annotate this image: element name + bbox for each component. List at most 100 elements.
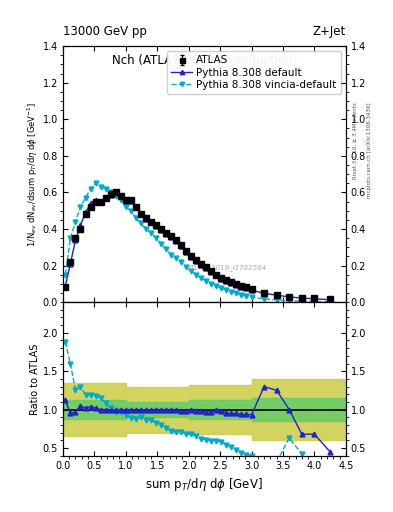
Pythia 8.308 vincia-default [63,271,68,278]
Text: ATLAS_2019_I1762584: ATLAS_2019_I1762584 [187,265,267,271]
Pythia 8.308 vincia-default [159,241,163,247]
X-axis label: sum p$_T$/d$\eta$ d$\phi$ [GeV]: sum p$_T$/d$\eta$ d$\phi$ [GeV] [145,476,263,493]
Pythia 8.308 vincia-default [287,297,292,304]
Text: 13000 GeV pp: 13000 GeV pp [63,26,147,38]
Pythia 8.308 default [224,278,229,284]
Pythia 8.308 vincia-default [169,251,173,258]
Pythia 8.308 default [312,296,317,302]
Text: mcplots.cern.ch [arXiv:1306.3436]: mcplots.cern.ch [arXiv:1306.3436] [367,102,372,198]
Pythia 8.308 default [239,284,244,290]
Pythia 8.308 default [174,238,178,244]
Pythia 8.308 vincia-default [214,283,219,289]
Pythia 8.308 vincia-default [88,186,93,192]
Pythia 8.308 default [214,272,219,278]
Pythia 8.308 vincia-default [129,207,133,214]
Pythia 8.308 vincia-default [199,275,204,282]
Pythia 8.308 default [204,265,209,271]
Text: Z+Jet: Z+Jet [312,26,346,38]
Pythia 8.308 vincia-default [108,189,113,196]
Pythia 8.308 default [299,295,304,301]
Legend: ATLAS, Pythia 8.308 default, Pythia 8.308 vincia-default: ATLAS, Pythia 8.308 default, Pythia 8.30… [167,51,341,94]
Pythia 8.308 default [98,199,103,205]
Pythia 8.308 vincia-default [189,268,193,274]
Pythia 8.308 default [108,192,113,198]
Pythia 8.308 default [219,275,224,282]
Pythia 8.308 vincia-default [328,298,332,305]
Text: Nch (ATLAS UE in Z production): Nch (ATLAS UE in Z production) [112,54,297,67]
Pythia 8.308 default [113,189,118,196]
Pythia 8.308 default [129,198,133,204]
Pythia 8.308 default [68,261,73,267]
Pythia 8.308 vincia-default [163,246,168,252]
Pythia 8.308 default [209,269,214,275]
Pythia 8.308 vincia-default [138,220,143,226]
Pythia 8.308 default [123,198,128,204]
Pythia 8.308 default [88,200,93,206]
Pythia 8.308 default [78,222,83,228]
Pythia 8.308 vincia-default [78,204,83,210]
Pythia 8.308 default [83,209,88,216]
Pythia 8.308 vincia-default [134,215,138,221]
Pythia 8.308 default [244,285,249,291]
Pythia 8.308 vincia-default [239,292,244,298]
Pythia 8.308 vincia-default [219,285,224,291]
Pythia 8.308 vincia-default [154,235,158,241]
Pythia 8.308 default [138,211,143,218]
Pythia 8.308 default [118,193,123,199]
Pythia 8.308 default [73,237,78,243]
Pythia 8.308 default [262,290,266,296]
Pythia 8.308 vincia-default [234,290,239,296]
Pythia 8.308 default [328,296,332,303]
Pythia 8.308 vincia-default [299,298,304,304]
Pythia 8.308 default [274,292,279,298]
Pythia 8.308 vincia-default [194,271,198,278]
Pythia 8.308 default [169,234,173,240]
Pythia 8.308 default [199,262,204,268]
Pythia 8.308 default [249,287,254,293]
Pythia 8.308 vincia-default [149,229,153,236]
Pythia 8.308 default [134,204,138,210]
Text: Rivet 3.1.10, ≥ 3.4M events: Rivet 3.1.10, ≥ 3.4M events [353,102,358,179]
Pythia 8.308 vincia-default [204,278,209,284]
Pythia 8.308 vincia-default [184,264,189,270]
Pythia 8.308 default [163,230,168,237]
Line: Pythia 8.308 default: Pythia 8.308 default [63,190,332,302]
Pythia 8.308 vincia-default [244,293,249,299]
Pythia 8.308 default [229,280,234,286]
Pythia 8.308 default [63,283,68,289]
Pythia 8.308 vincia-default [113,193,118,199]
Pythia 8.308 vincia-default [118,197,123,203]
Pythia 8.308 vincia-default [98,184,103,190]
Pythia 8.308 default [93,197,98,203]
Pythia 8.308 vincia-default [179,259,184,265]
Pythia 8.308 vincia-default [143,226,148,232]
Pythia 8.308 default [154,223,158,229]
Pythia 8.308 vincia-default [103,186,108,192]
Pythia 8.308 default [143,216,148,222]
Pythia 8.308 default [287,294,292,300]
Pythia 8.308 vincia-default [209,281,214,287]
Pythia 8.308 vincia-default [83,195,88,201]
Pythia 8.308 vincia-default [229,289,234,295]
Pythia 8.308 vincia-default [274,297,279,303]
Pythia 8.308 default [103,195,108,201]
Pythia 8.308 default [189,253,193,260]
Pythia 8.308 vincia-default [262,296,266,302]
Pythia 8.308 vincia-default [93,180,98,186]
Pythia 8.308 default [149,219,153,225]
Line: Pythia 8.308 vincia-default: Pythia 8.308 vincia-default [63,181,332,304]
Pythia 8.308 default [159,227,163,233]
Pythia 8.308 vincia-default [312,298,317,305]
Pythia 8.308 vincia-default [68,235,73,241]
Pythia 8.308 default [184,249,189,255]
Y-axis label: 1/N$_{ev}$ dN$_{ev}$/dsum p$_T$/d$\eta$ d$\phi$ [GeV$^{-1}$]: 1/N$_{ev}$ dN$_{ev}$/dsum p$_T$/d$\eta$ … [26,101,40,247]
Pythia 8.308 vincia-default [224,287,229,293]
Pythia 8.308 default [234,282,239,288]
Pythia 8.308 vincia-default [123,204,128,210]
Pythia 8.308 default [179,243,184,249]
Pythia 8.308 vincia-default [73,219,78,225]
Pythia 8.308 vincia-default [174,255,178,261]
Y-axis label: Ratio to ATLAS: Ratio to ATLAS [30,343,40,415]
Pythia 8.308 default [194,258,198,264]
Pythia 8.308 vincia-default [249,294,254,300]
